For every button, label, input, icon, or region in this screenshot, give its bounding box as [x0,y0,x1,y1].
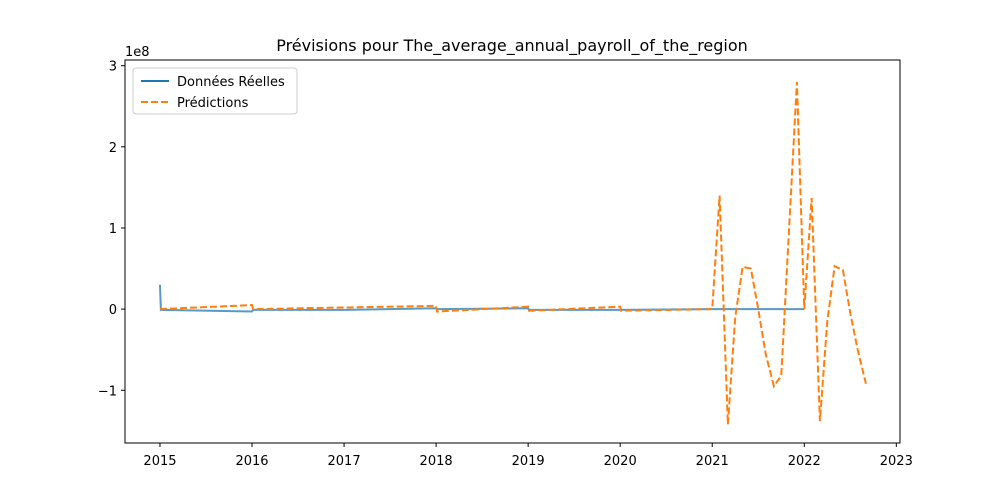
series-line [159,81,867,425]
x-tick-label: 2019 [512,454,545,469]
y-tick-label: 3 [109,60,117,75]
plot-frame [124,59,901,444]
legend-box [132,67,298,115]
y-tick-label: −1 [98,384,117,399]
y-tick-label: 2 [109,141,117,156]
y-scale-label: 1e8 [125,45,150,60]
chart-title: Prévisions pour The_average_annual_payro… [276,36,748,56]
x-tick-label: 2022 [788,454,821,469]
x-tick-label: 2017 [328,454,361,469]
x-tick-label: 2015 [143,454,176,469]
x-tick-label: 2016 [235,454,268,469]
legend: Données Réelles Prédictions [132,67,298,115]
y-tick-label: 0 [109,303,117,318]
legend-label: Prédictions [177,96,249,111]
x-tick-label: 2018 [420,454,453,469]
x-tick-label: 2023 [880,454,913,469]
x-tick-label: 2021 [696,454,729,469]
x-tick-label: 2020 [604,454,637,469]
y-tick-label: 1 [109,222,117,237]
legend-label: Données Réelles [177,75,285,90]
